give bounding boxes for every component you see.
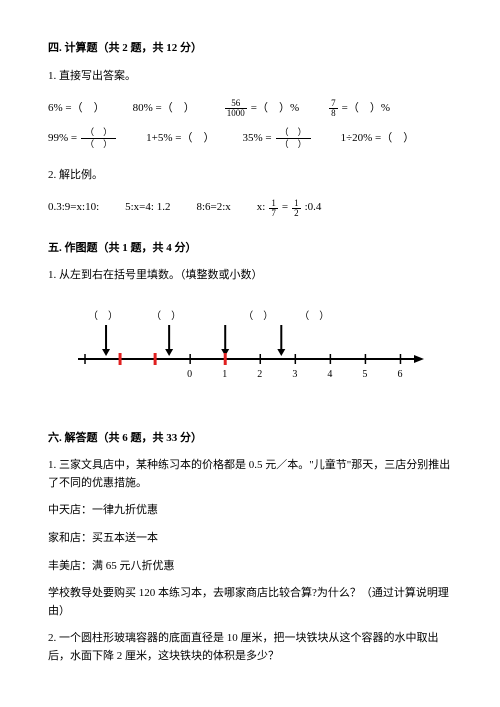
paren-frac: （ ） （ ） [276, 128, 311, 149]
pf-den: （ ） [81, 138, 116, 149]
svg-text:（ ）: （ ） [243, 310, 273, 322]
pf-den: （ ） [276, 138, 311, 149]
text: = [282, 199, 288, 217]
s4q2-d: x: 1 7 = 1 2 :0.4 [257, 199, 322, 218]
s6-q2: 2. 一个圆柱形玻璃容器的底面直径是 10 厘米，把一块铁块从这个容器的水中取出… [48, 630, 452, 665]
s4r2-b: 1+5% =（ ） [146, 130, 214, 148]
frac-num: 1 [292, 199, 301, 208]
s4r2-a: 99% = （ ） （ ） [48, 128, 118, 149]
frac-7-8: 7 8 [329, 99, 338, 118]
text: 99% = [48, 130, 77, 148]
s4r1-d-post: =（ ）% [342, 100, 390, 118]
s4-q2-row: 0.3:9=x:10: 5:x=4: 1.2 8:6=2:x x: 1 7 = … [48, 199, 452, 218]
s4r1-b: 80% =（ ） [133, 100, 195, 118]
s4-q1-label: 1. 直接写出答案。 [48, 68, 452, 86]
frac-56-1000: 56 1000 [225, 99, 247, 118]
s4q2-b: 5:x=4: 1.2 [125, 199, 170, 217]
svg-text:（ ）: （ ） [299, 310, 329, 322]
text: 35% = [242, 130, 271, 148]
s4-q1-row1: 6% =（ ） 80% =（ ） 56 1000 =（ ）% 7 8 =（ ）% [48, 99, 452, 118]
frac-num: 1 [269, 199, 278, 208]
s5-q1: 1. 从左到右在括号里填数。（填整数或小数） [48, 267, 452, 285]
s6-q1-p4: 丰美店：满 65 元八折优惠 [48, 558, 452, 576]
s4r1-a: 6% =（ ） [48, 100, 105, 118]
s6-q1-p3: 家和店：买五本送一本 [48, 530, 452, 548]
s4r2-c: 35% = （ ） （ ） [242, 128, 312, 149]
frac-num: 56 [229, 99, 242, 108]
pf-num: （ ） [81, 128, 116, 138]
frac-1-7: 1 7 [269, 199, 278, 218]
s4-q2-label: 2. 解比例。 [48, 167, 452, 185]
s4r1-c: 56 1000 =（ ）% [223, 99, 299, 118]
s6-q1-p2: 中天店：一律九折优惠 [48, 502, 452, 520]
text: x: [257, 199, 266, 217]
s4q2-a: 0.3:9=x:10: [48, 199, 99, 217]
paren-frac: （ ） （ ） [81, 128, 116, 149]
s4r2-d: 1÷20% =（ ） [341, 130, 415, 148]
s4q2-c: 8:6=2:x [196, 199, 230, 217]
frac-den: 8 [329, 108, 338, 118]
s6-q1-p5: 学校教导处要购买 120 本练习本，去哪家商店比较合算?为什么？（通过计算说明理… [48, 585, 452, 620]
s4r1-d: 7 8 =（ ）% [327, 99, 390, 118]
number-line: （ ） （ ） （ ） （ ） 0 1 2 3 4 5 6 [68, 303, 452, 402]
section4-title: 四. 计算题（共 2 题，共 12 分） [48, 40, 452, 58]
pf-num: （ ） [276, 128, 311, 138]
frac-den: 1000 [225, 108, 247, 118]
svg-text:（ ）: （ ） [151, 310, 181, 322]
frac-den: 2 [292, 208, 301, 218]
frac-num: 7 [329, 99, 338, 108]
s4-q1-row2: 99% = （ ） （ ） 1+5% =（ ） 35% = （ ） （ ） 1÷… [48, 128, 452, 149]
svg-text:0: 0 [187, 369, 192, 380]
svg-text:6: 6 [397, 369, 402, 380]
frac-1-2: 1 2 [292, 199, 301, 218]
svg-text:4: 4 [327, 369, 332, 380]
svg-text:5: 5 [362, 369, 367, 380]
svg-text:（ ）: （ ） [88, 310, 118, 322]
svg-text:2: 2 [257, 369, 262, 380]
s4r1-c-post: =（ ）% [251, 100, 299, 118]
s6-q1-p1: 1. 三家文具店中，某种练习本的价格都是 0.5 元／本。"儿童节"那天，三店分… [48, 457, 452, 492]
section5-title: 五. 作图题（共 1 题，共 4 分） [48, 240, 452, 258]
svg-text:1: 1 [222, 369, 227, 380]
number-line-svg: （ ） （ ） （ ） （ ） 0 1 2 3 4 5 6 [68, 303, 428, 395]
svg-text:3: 3 [292, 369, 297, 380]
section6-title: 六. 解答题（共 6 题，共 33 分） [48, 430, 452, 448]
text: :0.4 [305, 199, 322, 217]
frac-den: 7 [269, 208, 278, 218]
